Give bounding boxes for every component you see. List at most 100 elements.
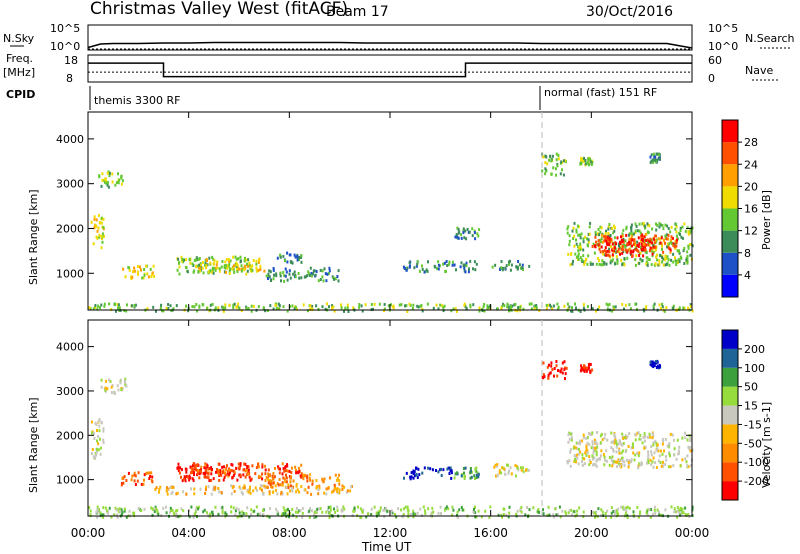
scatter-cell — [298, 276, 301, 280]
scatter-cell — [231, 267, 234, 271]
scatter-cell — [104, 386, 107, 390]
scatter-cell — [307, 272, 310, 276]
scatter-cell — [223, 475, 226, 479]
scatter-cell — [476, 232, 479, 236]
scatter-cell — [327, 505, 330, 509]
scatter-cell — [691, 514, 694, 518]
scatter-cell — [595, 450, 598, 454]
scatter-cell — [274, 466, 276, 470]
scatter-cell — [622, 240, 625, 244]
scatter-cell — [595, 262, 598, 266]
scatter-cell — [269, 482, 272, 486]
scatter-cell — [128, 266, 131, 270]
scatter-cell — [520, 505, 523, 509]
scatter-cell — [239, 462, 242, 466]
scatter-cell — [273, 273, 275, 277]
scatter-cell — [498, 469, 501, 473]
scatter-cell — [275, 307, 278, 310]
scatter-cell — [647, 456, 650, 460]
scatter-cell — [267, 277, 269, 280]
scatter-cell — [678, 306, 681, 310]
scatter-cell — [154, 505, 157, 509]
scatter-cell — [230, 469, 233, 473]
scatter-cell — [227, 264, 230, 268]
scatter-cell — [209, 268, 212, 272]
scatter-cell — [207, 467, 210, 471]
scatter-cell — [202, 271, 205, 275]
scatter-cell — [251, 464, 254, 468]
scatter-cell — [243, 264, 246, 268]
scatter-cell — [645, 260, 648, 264]
scatter-cell — [383, 307, 386, 311]
scatter-cell — [596, 442, 599, 446]
scatter-cell — [312, 272, 314, 276]
scatter-cell — [311, 482, 314, 486]
scatter-cell — [103, 304, 106, 308]
scatter-cell — [193, 487, 196, 491]
scatter-cell — [690, 463, 693, 467]
scatter-cell — [686, 454, 689, 458]
scatter-cell — [510, 263, 513, 267]
scatter-cell — [514, 464, 517, 468]
scatter-cell — [654, 262, 657, 266]
scatter-cell — [332, 305, 335, 309]
scatter-cell — [611, 309, 614, 313]
scatter-cell — [295, 484, 298, 488]
scatter-cell — [456, 471, 459, 475]
scatter-cell — [612, 449, 615, 453]
scatter-cell — [684, 229, 687, 233]
scatter-cell — [570, 252, 573, 256]
scatter-cell — [285, 270, 288, 274]
scatter-cell — [553, 367, 556, 370]
scatter-cell — [131, 275, 134, 279]
scatter-cell — [166, 492, 169, 496]
scatter-cell — [686, 261, 689, 265]
scatter-cell — [436, 267, 439, 271]
scatter-cell — [247, 465, 250, 469]
velocity-blob — [403, 466, 453, 481]
scatter-cell — [602, 263, 605, 267]
scatter-cell — [651, 252, 654, 256]
scatter-cell — [477, 472, 480, 476]
scatter-cell — [222, 478, 225, 482]
scatter-cell — [296, 258, 299, 262]
scatter-cell — [193, 258, 196, 262]
scatter-cell — [100, 420, 103, 424]
scatter-cell — [209, 512, 212, 516]
scatter-cell — [373, 505, 376, 509]
scatter-cell — [658, 221, 661, 225]
scatter-cell — [519, 507, 522, 511]
scatter-cell — [665, 233, 668, 237]
scatter-cell — [238, 267, 240, 271]
scatter-cell — [463, 266, 466, 270]
scatter-cell — [98, 174, 101, 178]
scatter-cell — [612, 510, 615, 513]
scatter-cell — [89, 509, 92, 513]
scatter-cell — [675, 241, 678, 245]
scatter-cell — [600, 449, 603, 453]
scatter-cell — [665, 263, 668, 266]
scatter-cell — [525, 468, 527, 472]
scatter-cell — [594, 513, 597, 517]
scatter-cell — [637, 249, 640, 253]
velocity-ylabel: Slant Range [km] — [27, 397, 40, 493]
scatter-cell — [571, 436, 573, 440]
scatter-cell — [522, 307, 525, 311]
scatter-cell — [278, 471, 281, 475]
scatter-cell — [433, 264, 436, 268]
scatter-cell — [288, 253, 291, 257]
scatter-cell — [450, 471, 453, 475]
scatter-cell — [145, 471, 148, 475]
scatter-cell — [500, 513, 503, 517]
scatter-cell — [598, 242, 601, 246]
scatter-cell — [591, 442, 594, 446]
nsearch-tick-bottom: 10^0 — [708, 40, 738, 53]
scatter-cell — [424, 509, 426, 513]
scatter-cell — [506, 305, 509, 309]
scatter-cell — [583, 364, 585, 368]
scatter-cell — [591, 510, 594, 514]
scatter-cell — [590, 433, 593, 436]
scatter-cell — [151, 513, 154, 517]
scatter-cell — [279, 255, 282, 259]
scatter-cell — [230, 484, 233, 488]
